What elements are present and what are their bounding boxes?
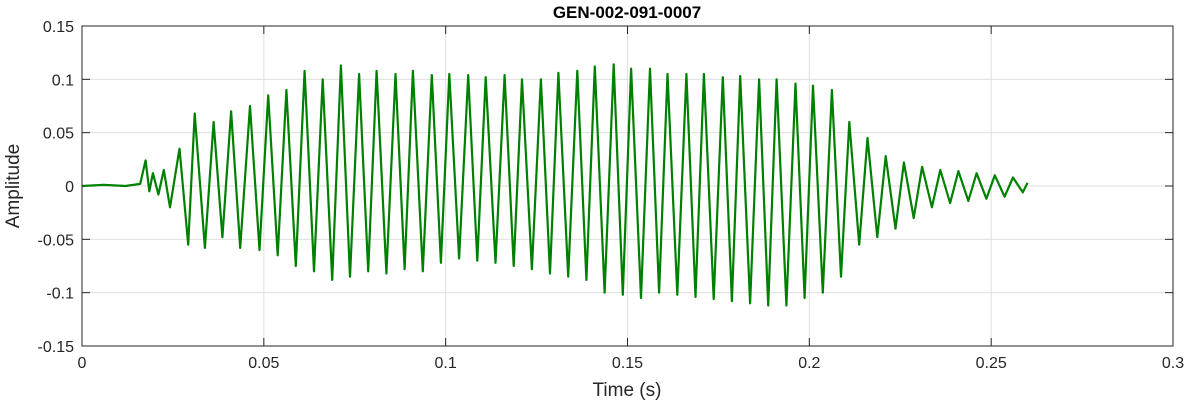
ticks: 0 0.05 0.1 0.15 0.2 0.25 0.3 -0.15 -0.1 -0.05 0 0.0… [38,19,1185,372]
x-tick-label: 0.3 [1162,355,1184,372]
x-tick-label: 0.05 [248,355,279,372]
series-layer [81,63,1029,307]
x-axis-label: Time (s) [593,380,662,401]
series-line-0 [81,63,1029,307]
x-tick-label: 0 [78,355,87,372]
y-axis-label: Amplitude [3,144,24,229]
y-tick-label: -0.15 [38,339,75,356]
chart-title: GEN-002-091-0007 [553,3,701,22]
x-tick-label: 0.1 [435,355,457,372]
y-tick-label: 0 [65,179,74,196]
x-tick-label: 0.15 [612,355,643,372]
y-tick-label: 0.1 [52,72,74,89]
x-tick-label: 0.25 [976,355,1007,372]
y-tick-label: 0.05 [43,126,74,143]
y-tick-label: -0.1 [46,286,74,303]
x-tick-label: 0.2 [798,355,820,372]
y-tick-label: 0.15 [43,19,74,36]
plot-frame [81,25,1174,347]
y-tick-label: -0.05 [38,232,75,249]
